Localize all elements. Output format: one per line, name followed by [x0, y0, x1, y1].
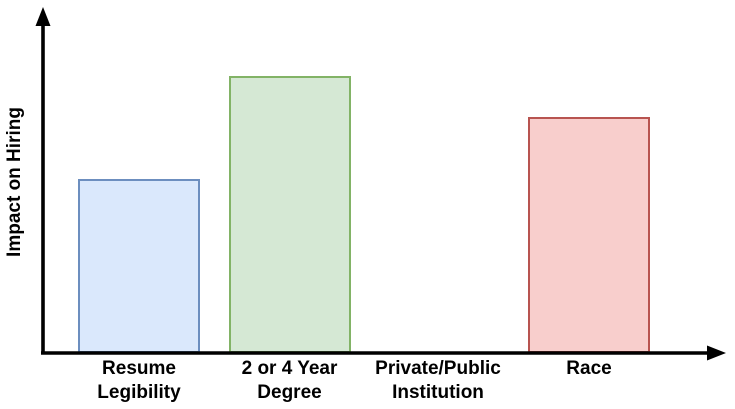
x-axis-label-resume-legibility: Resume Legibility	[97, 358, 181, 403]
bar-2-or-4-year-degree	[228, 76, 351, 353]
x-axis-label-2-or-4-year-degree: 2 or 4 Year Degree	[241, 358, 338, 403]
x-axis-label-private-public-institution: Private/Public Institution	[375, 358, 501, 403]
bar-resume-legibility	[78, 179, 200, 353]
x-axis-label-race: Race	[566, 358, 612, 379]
